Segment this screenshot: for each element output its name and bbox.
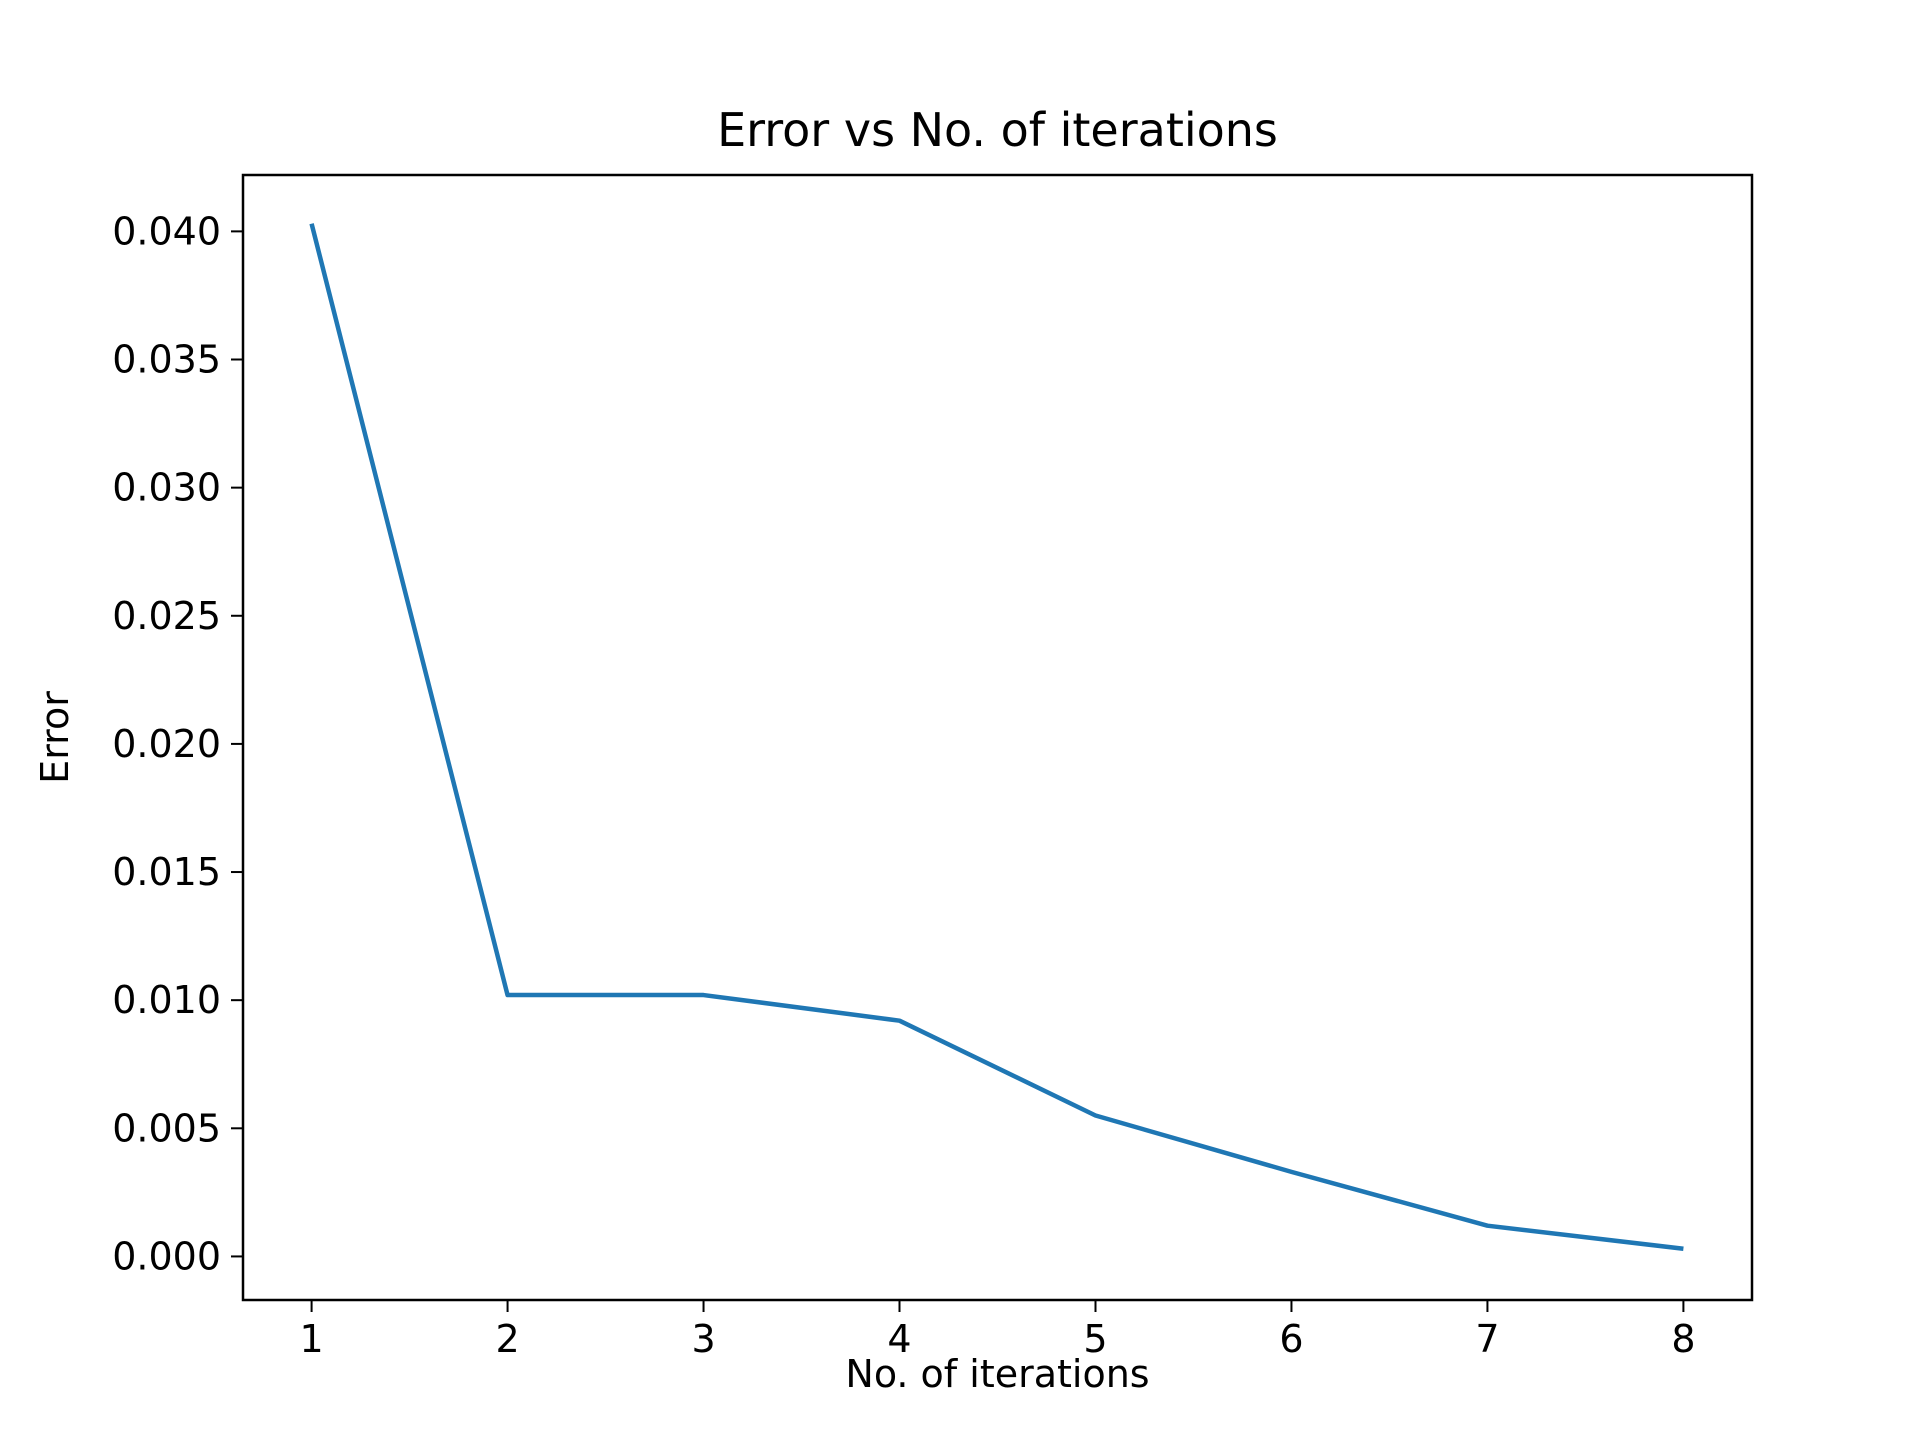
y-tick-label: 0.020: [112, 722, 221, 766]
x-tick-label: 8: [1671, 1317, 1695, 1361]
x-tick-label: 2: [495, 1317, 519, 1361]
y-tick-label: 0.025: [112, 594, 221, 638]
x-tick-label: 5: [1083, 1317, 1107, 1361]
chart-title: Error vs No. of iterations: [717, 103, 1278, 157]
y-tick-label: 0.035: [112, 338, 221, 382]
x-tick-label: 7: [1475, 1317, 1499, 1361]
x-tick-label: 3: [691, 1317, 715, 1361]
y-tick-label: 0.010: [112, 978, 221, 1022]
x-tick-label: 4: [887, 1317, 911, 1361]
y-tick-label: 0.040: [112, 209, 221, 253]
y-tick-label: 0.015: [112, 850, 221, 894]
x-axis-label: No. of iterations: [845, 1352, 1149, 1396]
plot-frame: [241, 173, 1754, 1302]
x-tick-label: 1: [299, 1317, 323, 1361]
y-axis-label: Error: [33, 691, 77, 784]
plot-area: 1 2 3 4 5 6 7 8 0.000 0.005 0.010 0.015 0.020 0.025 0.…: [112, 173, 1754, 1361]
x-tick-label: 6: [1279, 1317, 1303, 1361]
y-tick-label: 0.005: [112, 1106, 221, 1150]
y-tick-label: 0.030: [112, 466, 221, 510]
series-line-1: [309, 223, 1684, 1251]
y-tick-label: 0.000: [112, 1234, 221, 1278]
